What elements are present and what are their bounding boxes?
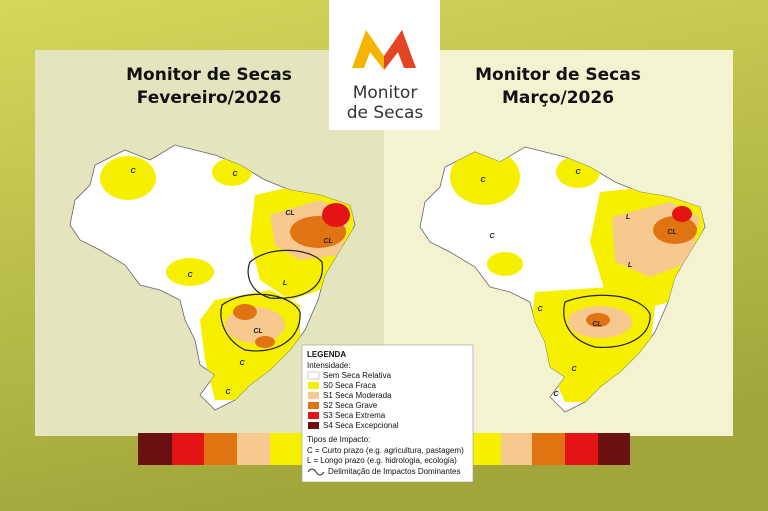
s2-area bbox=[586, 313, 610, 327]
map-label: CL bbox=[323, 238, 332, 245]
legend-box bbox=[301, 344, 474, 483]
map-label: L bbox=[628, 262, 632, 269]
legend: LEGENDA Intensidade: Sem Seca Relativa S… bbox=[301, 344, 474, 483]
map-march: C C L CL L C C CL C C bbox=[419, 146, 706, 413]
s3-area bbox=[322, 203, 350, 227]
map-label: C bbox=[537, 306, 543, 313]
map-label: C bbox=[239, 360, 245, 367]
logo: Monitor de Secas bbox=[329, 0, 440, 130]
legend-subtitle: Intensidade: bbox=[307, 361, 351, 370]
legend-item: Delimitação de Impactos Dominantes bbox=[328, 467, 461, 476]
map-label: C bbox=[187, 272, 193, 279]
legend-item: S2 Seca Grave bbox=[323, 401, 378, 410]
s0-area bbox=[450, 149, 520, 205]
drought-areas bbox=[100, 156, 355, 400]
drought-areas bbox=[450, 149, 705, 402]
legend-swatch bbox=[308, 392, 319, 399]
map-label: L bbox=[626, 214, 630, 221]
legend-item: S4 Seca Excepcional bbox=[323, 421, 399, 430]
legend-swatch bbox=[308, 412, 319, 419]
s2-area bbox=[255, 336, 275, 348]
color-strip bbox=[138, 433, 630, 465]
map-label: C bbox=[489, 233, 495, 240]
map-title: Monitor de Secas bbox=[126, 65, 292, 85]
map-february: C C CL CL C L CL C C bbox=[69, 144, 356, 411]
logo-mark-red bbox=[384, 30, 416, 70]
map-label: C bbox=[130, 168, 136, 175]
legend-line bbox=[307, 468, 325, 476]
legend-swatch bbox=[308, 422, 319, 429]
map-label: CL bbox=[592, 321, 601, 328]
map-label: CL bbox=[253, 328, 262, 335]
legend-swatch bbox=[308, 382, 319, 389]
legend-item: L = Longo prazo (e.g. hidrologia, ecolog… bbox=[307, 456, 457, 465]
legend-subtitle: Tipos de Impacto: bbox=[307, 435, 370, 444]
legend-item: S0 Seca Fraca bbox=[323, 381, 376, 390]
map-label: L bbox=[283, 280, 287, 287]
map-label: C bbox=[575, 169, 581, 176]
map-label: C bbox=[225, 389, 231, 396]
legend-title: LEGENDA bbox=[307, 350, 346, 359]
s0-area bbox=[100, 156, 156, 200]
map-label: C bbox=[480, 177, 486, 184]
s2-area bbox=[233, 304, 257, 320]
logo-text: Monitor bbox=[353, 83, 418, 103]
s3-area bbox=[672, 206, 692, 222]
s2-area bbox=[653, 216, 697, 244]
legend-item: C = Curto prazo (e.g. agricultura, pasta… bbox=[307, 446, 464, 455]
map-label: CL bbox=[667, 229, 676, 236]
map-subtitle: Fevereiro/2026 bbox=[137, 88, 281, 108]
legend-swatch bbox=[307, 371, 320, 380]
map-label: CL bbox=[285, 210, 294, 217]
map-label: C bbox=[232, 171, 238, 178]
legend-swatch bbox=[308, 402, 319, 409]
legend-item: Sem Seca Relativa bbox=[323, 371, 392, 380]
legend-item: S3 Seca Extrema bbox=[323, 411, 386, 420]
map-label: C bbox=[553, 391, 559, 398]
map-label: C bbox=[571, 366, 577, 373]
legend-item: S1 Seca Moderada bbox=[323, 391, 392, 400]
s0-area bbox=[166, 258, 214, 286]
impact-boundary bbox=[220, 293, 301, 352]
logo-text: de Secas bbox=[347, 103, 424, 123]
map-subtitle: Março/2026 bbox=[502, 88, 614, 108]
impact-boundary bbox=[247, 249, 323, 299]
impact-boundary bbox=[563, 294, 651, 349]
map-title: Monitor de Secas bbox=[475, 65, 641, 85]
s0-area bbox=[487, 252, 523, 276]
